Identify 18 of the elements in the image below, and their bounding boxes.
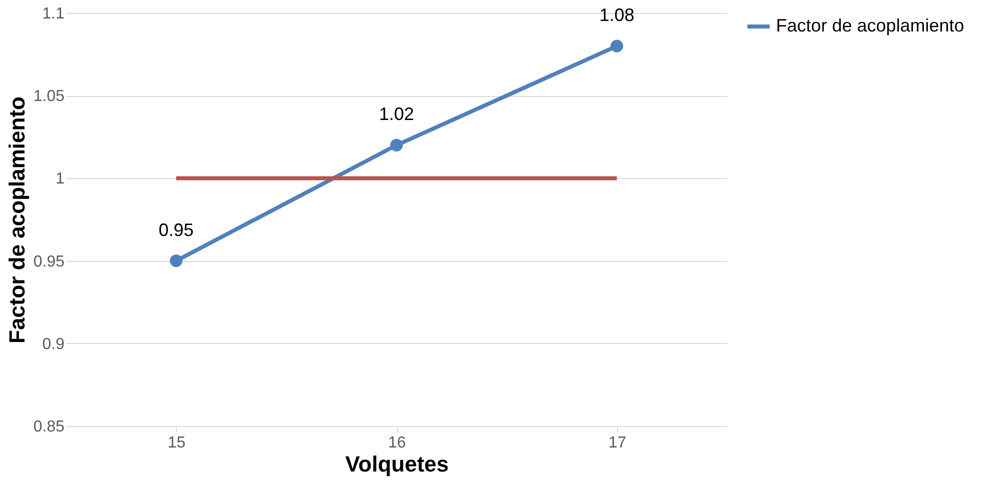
y-tick-label: 0.9	[42, 336, 65, 353]
y-tick-label: 1.1	[42, 6, 65, 22]
point	[390, 138, 403, 152]
y-tick-label: 1	[56, 170, 65, 188]
data-label: 1.08	[599, 5, 634, 26]
y-tick-label: 1.05	[33, 88, 65, 106]
x-tick-label: 15	[168, 434, 186, 452]
legend-label: Factor de acoplamiento	[776, 16, 964, 36]
data-label: 0.95	[158, 220, 194, 240]
x-tick-label: 16	[388, 434, 406, 452]
data-label: 1.02	[378, 104, 414, 124]
y-tick-label: 0.85	[33, 418, 65, 436]
y-tick-label: 0.95	[33, 253, 65, 270]
point	[610, 40, 624, 52]
y-axis-title: Factor de acoplamiento	[4, 96, 30, 344]
x-axis-title: Volquetes	[345, 452, 449, 476]
point	[170, 254, 182, 268]
x-tick-label: 17	[608, 434, 626, 452]
